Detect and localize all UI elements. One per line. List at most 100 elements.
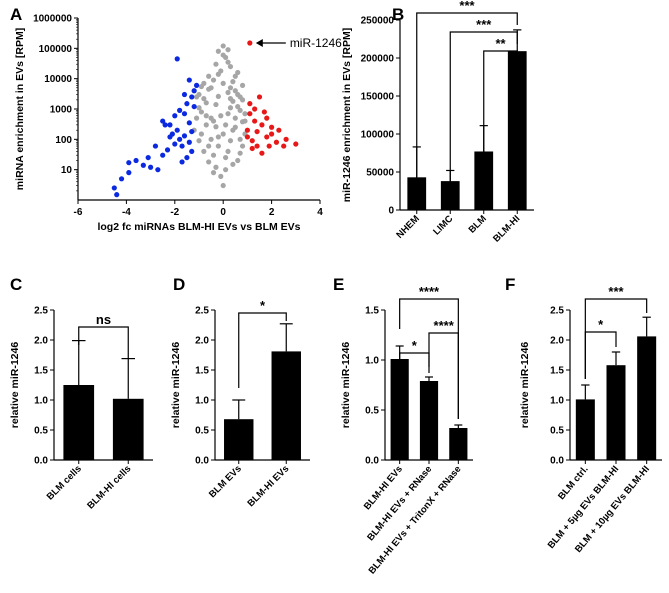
bar-y-tick-label: 200000 [361,54,395,65]
significance-bracket-c-0 [78,326,129,359]
scatter-point-gray [213,101,219,108]
scatter-point-gray [213,61,219,67]
scatter-point-gray [239,97,246,103]
significance-label-b-1: *** [476,17,492,32]
scatter-point-blue [160,118,166,124]
scatter-point-gray [206,159,212,165]
scatter-point-gray [225,111,231,117]
category-label-b-1: LIMC [431,213,455,237]
scatter-point-blue [140,162,146,168]
significance-label-f-0: *** [608,284,624,299]
bar-y-tick-label: 1.5 [34,366,48,377]
category-label-b-0: NHEM [394,213,422,241]
bar-y-axis-title-c: relative miR-1246 [9,342,21,429]
bar-y-tick-label: 0.0 [34,456,48,467]
scatter-point-red [264,115,270,121]
scatter-point-blue [126,160,132,166]
category-label-b-3: BLM-HI [491,213,522,244]
scatter-point-gray [201,148,207,155]
scatter-point-gray [215,48,221,54]
annotation-label-mir-1246: miR-1246 [290,36,342,50]
bar-y-tick-label: 0.5 [550,426,564,437]
scatter-point-blue [152,143,159,149]
scatter-point-gray [213,124,219,130]
scatter-point-gray [220,43,226,49]
bar-y-axis-title-e: relative miR-1246 [340,342,352,429]
scatter-point-gray [203,113,209,119]
scatter-point-gray [239,82,246,88]
significance-bracket-b-0 [416,12,518,188]
bar-y-tick-label: 1.0 [34,396,48,407]
scatter-point-gray [235,103,241,110]
significance-label-b-0: *** [459,0,475,13]
bar-y-tick-label: 2.0 [34,336,48,347]
scatter-x-tick-label: 4 [317,207,323,218]
panel-letter-b: B [392,5,404,24]
scatter-point-red [244,127,250,133]
scatter-point-blue [162,122,168,128]
scatter-point-blue [174,56,180,62]
scatter-point-gray [225,89,231,96]
scatter-point-gray [220,131,226,137]
bar-d-0 [224,419,254,460]
scatter-point-red [269,131,275,137]
significance-label-e-2: * [412,338,418,353]
significance-label-e-0: **** [419,284,440,299]
scatter-x-axis-title: log2 fc miRNAs BLM-HI EVs vs BLM EVs [97,221,300,233]
scatter-point-gray [210,77,217,83]
scatter-point-gray [206,143,212,149]
scatter-x-tick-label: -4 [122,207,131,218]
scatter-point-gray [208,136,214,142]
scatter-point-gray [227,85,234,91]
scatter-point-gray [220,182,226,189]
scatter-point-gray [203,100,209,106]
bar-y-tick-label: 150000 [361,92,395,103]
bar-b-0 [407,177,427,210]
scatter-point-gray [235,157,241,164]
scatter-point-gray [213,164,219,170]
scatter-point-gray [223,122,229,128]
bar-f-2 [637,336,657,460]
bar-y-tick-label: 50000 [366,168,394,179]
scatter-point-gray [232,73,238,79]
scatter-point-gray [225,59,231,65]
significance-bracket-e-2 [399,352,430,373]
scatter-point-blue [193,82,200,88]
scatter-point-gray [230,161,236,167]
scatter-point-blue [184,154,190,161]
scatter-point-gray [198,83,205,90]
scatter-point-gray [237,136,243,142]
bar-y-tick-label: 1.5 [195,366,209,377]
bar-f-0 [575,399,595,460]
scatter-point-gray [232,115,238,121]
significance-bracket-b-2 [483,50,518,158]
scatter-point-gray [193,115,200,121]
significance-bracket-b-1 [449,31,518,182]
bar-e-2 [449,428,468,460]
scatter-point-gray [198,131,205,137]
scatter-point-gray [239,143,246,149]
significance-label-c-0: ns [96,312,111,327]
bar-y-tick-label: 1.0 [550,396,564,407]
scatter-point-red [259,122,265,128]
scatter-point-gray [215,71,221,77]
scatter-point-blue [189,148,195,155]
bar-y-tick-label: 2.0 [550,336,564,347]
scatter-point-blue [148,164,154,170]
scatter-point-red [261,109,267,115]
scatter-point-gray [232,124,238,130]
scatter-point-gray [235,69,241,76]
bar-y-tick-label: 0.0 [365,456,379,467]
scatter-point-red [254,128,260,135]
significance-bracket-d-0 [238,312,287,388]
scatter-point-blue [118,176,125,182]
scatter-point-gray [230,79,236,85]
bar-y-tick-label: 1.0 [195,396,209,407]
scatter-point-gray [210,118,217,124]
scatter-point-gray [223,167,229,173]
scatter-y-tick-label: 1000 [50,105,73,116]
annotation-arrow-head [255,38,263,47]
bar-y-axis-title-d: relative miR-1246 [170,342,182,429]
scatter-point-gray [215,143,221,149]
scatter-point-red [293,141,299,147]
